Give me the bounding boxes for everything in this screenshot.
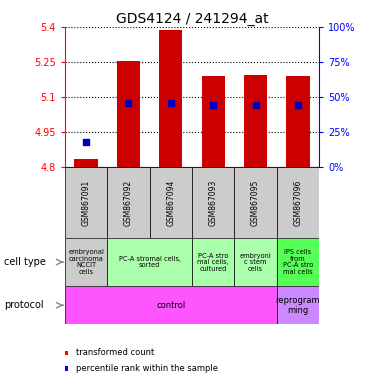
Bar [65,167,107,238]
Text: transformed count: transformed count [76,348,154,358]
Point [83,139,89,145]
Text: GSM867096: GSM867096 [293,179,302,226]
Text: PC-A stro
mal cells,
cultured: PC-A stro mal cells, cultured [197,253,229,271]
Bar [277,286,319,324]
Bar [234,238,277,286]
Text: percentile rank within the sample: percentile rank within the sample [76,364,218,373]
Bar [65,238,107,286]
Bar [150,167,192,238]
Text: control: control [156,301,186,310]
Point [210,102,216,108]
Point [125,99,131,106]
Text: PC-A stromal cells,
sorted: PC-A stromal cells, sorted [119,256,181,268]
Text: GSM867093: GSM867093 [209,179,218,226]
Point [253,102,259,108]
Bar [192,167,234,238]
Text: embryoni
c stem
cells: embryoni c stem cells [240,253,272,271]
Text: GSM867095: GSM867095 [251,179,260,226]
Text: GSM867091: GSM867091 [82,179,91,226]
Bar [277,167,319,238]
Bar [117,61,140,167]
Text: embryonal
carcinoma
NCCIT
cells: embryonal carcinoma NCCIT cells [68,249,104,275]
Bar [159,30,183,167]
Bar [286,76,309,167]
Text: IPS cells
from
PC-A stro
mal cells: IPS cells from PC-A stro mal cells [283,249,313,275]
Bar [234,167,277,238]
Bar [107,238,192,286]
Text: GSM867092: GSM867092 [124,179,133,226]
Text: cell type: cell type [4,257,46,267]
Bar [75,159,98,167]
Title: GDS4124 / 241294_at: GDS4124 / 241294_at [116,12,268,26]
Bar [192,238,234,286]
Bar [244,75,267,167]
Point [168,99,174,106]
Point [295,102,301,108]
Text: GSM867094: GSM867094 [166,179,175,226]
Bar [65,286,277,324]
Text: reprogram
ming: reprogram ming [276,296,320,315]
Bar [201,76,225,167]
Bar [277,238,319,286]
Bar [107,167,150,238]
Text: protocol: protocol [4,300,43,310]
